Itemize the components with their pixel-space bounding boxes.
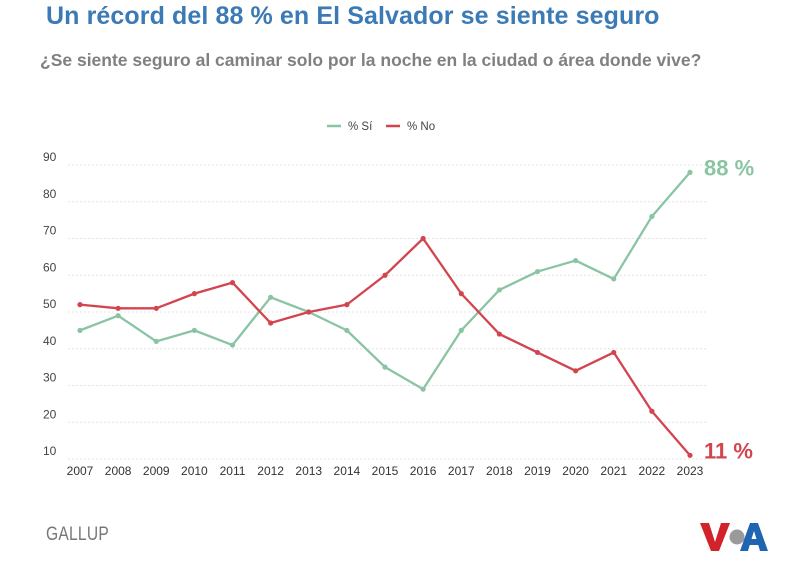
x-tick-label: 2018 — [486, 464, 513, 478]
data-point — [420, 235, 426, 242]
x-tick-labels: 2007 2008 2009 2010 2011 2012 2013 2014 2015 2016… — [67, 464, 704, 478]
y-tick-label: 40 — [43, 334, 57, 348]
legend-item: % No — [386, 121, 435, 133]
data-point — [458, 327, 464, 333]
end-value-label: 88 % — [704, 155, 754, 180]
data-point — [115, 313, 121, 319]
data-point — [115, 305, 121, 311]
data-point — [229, 280, 236, 286]
data-point — [573, 257, 579, 264]
data-point — [344, 327, 350, 333]
series — [77, 235, 693, 458]
y-tick-label: 90 — [43, 150, 57, 164]
data-point — [77, 327, 83, 333]
x-tick-label: 2022 — [639, 464, 666, 478]
data-point — [153, 305, 159, 311]
data-point — [77, 302, 83, 308]
data-point — [534, 268, 541, 275]
data-point — [268, 320, 274, 326]
data-point — [382, 272, 388, 278]
data-point — [229, 342, 236, 348]
x-tick-label: 2008 — [105, 464, 132, 478]
y-tick-label: 30 — [43, 371, 57, 385]
end-labels: 88 % 11 % — [704, 155, 754, 463]
y-tick-label: 70 — [43, 224, 57, 238]
x-tick-label: 2015 — [372, 464, 399, 478]
y-tick-label: 10 — [43, 444, 57, 458]
data-point — [496, 331, 502, 337]
x-tick-label: 2023 — [677, 464, 704, 478]
data-point — [649, 213, 655, 220]
data-point — [191, 291, 197, 297]
y-tick-labels: 10 20 30 40 50 60 70 80 90 — [43, 150, 57, 458]
x-tick-label: 2021 — [600, 464, 627, 478]
legend: % Sí % No — [327, 121, 435, 133]
data-point — [611, 349, 617, 356]
data-point — [687, 169, 693, 175]
x-tick-label: 2011 — [220, 464, 246, 478]
voa-logo — [700, 520, 772, 559]
x-tick-label: 2020 — [562, 464, 589, 478]
data-point — [420, 386, 426, 392]
data-point — [687, 452, 693, 458]
data-point — [153, 338, 159, 344]
x-tick-label: 2017 — [448, 464, 475, 478]
grid-lines — [68, 164, 708, 460]
legend-label: % Sí — [348, 121, 373, 133]
series-lines — [77, 169, 693, 458]
data-point — [191, 327, 197, 333]
x-tick-label: 2012 — [257, 464, 284, 478]
x-tick-label: 2010 — [181, 464, 208, 478]
data-point — [496, 287, 502, 293]
x-tick-label: 2007 — [67, 464, 94, 478]
y-tick-label: 20 — [43, 407, 57, 421]
data-point — [268, 294, 274, 300]
y-tick-label: 80 — [43, 187, 57, 201]
x-tick-label: 2013 — [295, 464, 322, 478]
x-tick-label: 2019 — [524, 464, 551, 478]
data-point — [344, 302, 350, 308]
legend-label: % No — [407, 121, 435, 133]
x-tick-label: 2009 — [143, 464, 170, 478]
y-tick-label: 60 — [43, 260, 57, 274]
data-point — [649, 408, 655, 414]
data-point — [534, 349, 541, 356]
chart-title: Un récord del 88 % en El Salvador se sie… — [46, 2, 660, 30]
chart-subtitle: ¿Se siente seguro al caminar solo por la… — [40, 50, 702, 70]
source-label: GALLUP — [46, 524, 109, 545]
data-point — [458, 291, 464, 297]
data-point — [382, 364, 388, 370]
x-tick-label: 2014 — [334, 464, 361, 478]
end-value-label: 11 % — [704, 438, 753, 463]
series-line — [78, 171, 692, 391]
data-point — [611, 276, 617, 282]
data-point — [573, 368, 579, 374]
data-point — [306, 309, 312, 315]
y-tick-label: 50 — [43, 297, 57, 311]
legend-item: % Sí — [327, 121, 373, 133]
x-tick-label: 2016 — [410, 464, 437, 478]
